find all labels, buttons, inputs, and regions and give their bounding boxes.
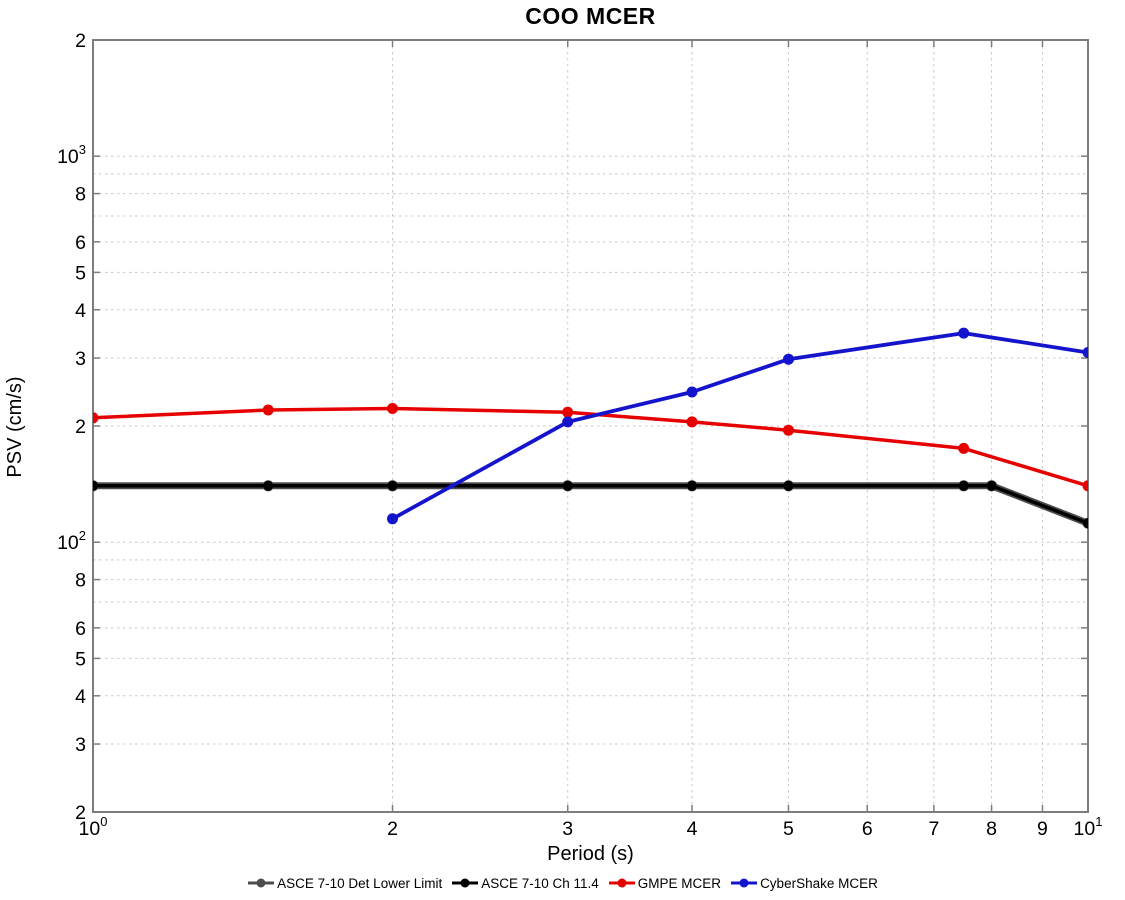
y-tick-label: 3 — [75, 734, 86, 756]
series-marker-2 — [783, 424, 794, 436]
series-marker-2 — [686, 416, 698, 428]
y-tick-label: 8 — [75, 570, 86, 592]
series-marker-1 — [1083, 518, 1088, 529]
x-tick-label: 2 — [387, 818, 398, 840]
legend-label: GMPE MCER — [637, 875, 722, 891]
x-tick-label: 9 — [1037, 818, 1048, 840]
legend-label: ASCE 7-10 Ch 11.4 — [481, 875, 599, 891]
series-marker-1 — [687, 480, 697, 491]
x-tick-label: 3 — [562, 818, 573, 840]
series-marker-1 — [93, 480, 98, 491]
axes-frame — [92, 39, 1089, 813]
series-marker-3 — [562, 416, 574, 428]
y-tick-label: 102 — [57, 528, 86, 554]
x-tick-label: 8 — [986, 818, 997, 840]
y-tick-label: 6 — [75, 618, 86, 640]
y-tick-label: 4 — [75, 686, 86, 708]
axis-ticks — [92, 39, 1089, 813]
legend-line-marker-icon — [608, 878, 635, 888]
series-marker-1 — [783, 480, 794, 491]
y-tick-label: 6 — [75, 232, 86, 254]
x-tick-label: 4 — [687, 818, 698, 840]
series-marker-3 — [387, 513, 398, 525]
y-tick-label: 2 — [75, 802, 86, 824]
y-tick-label: 5 — [75, 262, 86, 284]
series-marker-1 — [263, 480, 274, 491]
x-tick-label: 101 — [1074, 814, 1103, 840]
legend: ASCE 7-10 Det Lower Limit ASCE 7-10 Ch 11… — [0, 872, 1125, 894]
x-tick-label: 100 — [79, 814, 108, 840]
x-tick-label: 5 — [783, 818, 794, 840]
series-marker-3 — [958, 327, 970, 339]
legend-item-2: GMPE MCER — [608, 876, 721, 891]
y-tick-label: 2 — [75, 30, 86, 52]
series-line-1 — [93, 484, 1088, 525]
x-tick-label: 7 — [928, 818, 939, 840]
legend-label: ASCE 7-10 Det Lower Limit — [277, 875, 443, 891]
series-marker-2 — [1082, 480, 1088, 492]
series-marker-3 — [783, 353, 794, 365]
y-tick-label: 4 — [75, 300, 86, 322]
series-marker-2 — [262, 404, 274, 416]
y-tick-label: 5 — [75, 648, 86, 670]
series-line-3 — [391, 331, 1088, 521]
series-group — [93, 327, 1088, 529]
y-tick-label: 2 — [75, 416, 86, 438]
legend-line-marker-icon — [452, 878, 479, 888]
series-marker-2 — [958, 442, 970, 454]
gridlines — [93, 40, 1088, 812]
series-marker-2 — [93, 412, 99, 424]
legend-item-1: ASCE 7-10 Ch 11.4 — [451, 876, 599, 891]
series-line-2 — [93, 406, 1088, 488]
legend-item-0: ASCE 7-10 Det Lower Limit — [247, 876, 442, 891]
y-tick-label: 103 — [57, 142, 86, 168]
legend-label: CyberShake MCER — [760, 875, 878, 891]
x-tick-label: 6 — [862, 818, 873, 840]
series-marker-3 — [1082, 347, 1088, 358]
chart-title: COO MCER — [525, 3, 656, 29]
series-line-0 — [93, 482, 1088, 527]
x-axis-label: Period (s) — [547, 843, 634, 865]
legend-line-marker-icon — [248, 878, 275, 888]
series-marker-1 — [562, 480, 573, 491]
series-marker-1 — [986, 480, 997, 491]
legend-item-3: CyberShake MCER — [730, 876, 878, 891]
series-marker-2 — [387, 403, 398, 414]
series-marker-1 — [387, 480, 398, 491]
legend-line-marker-icon — [731, 878, 758, 888]
series-marker-1 — [958, 480, 969, 491]
y-tick-label: 8 — [75, 184, 86, 206]
series-marker-3 — [686, 386, 698, 398]
y-tick-label: 3 — [75, 348, 86, 370]
series-marker-2 — [562, 406, 574, 418]
